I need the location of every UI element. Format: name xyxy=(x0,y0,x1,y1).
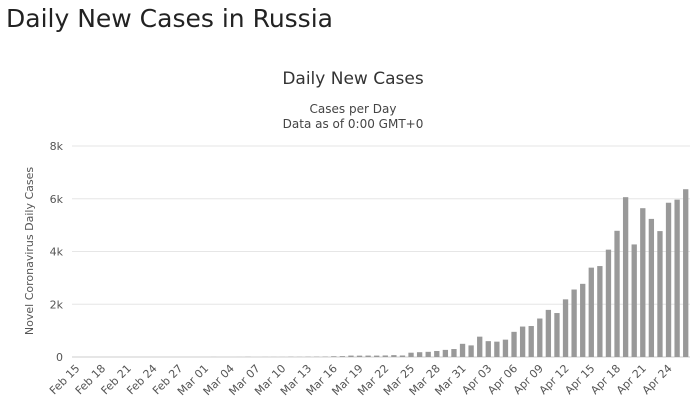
bar[interactable] xyxy=(657,231,663,357)
y-tick-label: 0 xyxy=(56,351,63,364)
bar[interactable] xyxy=(640,208,646,357)
bar[interactable] xyxy=(605,249,612,357)
bar[interactable] xyxy=(571,289,577,357)
bar[interactable] xyxy=(434,350,440,357)
bar[interactable] xyxy=(485,341,491,357)
y-tick-label: 6k xyxy=(50,193,64,206)
bar[interactable] xyxy=(391,355,397,357)
bar[interactable] xyxy=(502,339,509,357)
gridlines xyxy=(72,145,690,358)
bar[interactable] xyxy=(545,309,552,357)
bar[interactable] xyxy=(416,352,423,357)
bar[interactable] xyxy=(648,218,655,357)
y-tick-label: 4k xyxy=(50,246,64,259)
y-tick-labels: 0 2k 4k 6k 8k xyxy=(50,140,64,364)
bar[interactable] xyxy=(622,197,629,357)
bar[interactable] xyxy=(519,326,526,357)
y-axis-label: Novel Coronavirus Daily Cases xyxy=(23,167,36,335)
bar[interactable] xyxy=(537,318,543,357)
bar[interactable] xyxy=(554,313,560,357)
bar[interactable] xyxy=(665,202,672,357)
bar[interactable] xyxy=(356,355,363,357)
bar[interactable] xyxy=(459,343,466,357)
bar[interactable] xyxy=(331,356,337,357)
chart-title: Daily New Cases xyxy=(282,69,424,89)
chart-subtitle-line-1: Cases per Day xyxy=(310,102,397,116)
bar[interactable] xyxy=(425,351,431,357)
y-tick-label: 2k xyxy=(50,298,64,311)
bar[interactable] xyxy=(365,355,371,357)
bar[interactable] xyxy=(451,349,457,357)
bar[interactable] xyxy=(562,299,569,357)
bar[interactable] xyxy=(477,336,483,357)
bar[interactable] xyxy=(683,189,689,357)
page-title: Daily New Cases in Russia xyxy=(6,4,333,33)
bar[interactable] xyxy=(528,326,534,357)
bar[interactable] xyxy=(374,355,380,357)
bar[interactable] xyxy=(494,341,500,357)
bar[interactable] xyxy=(442,349,449,357)
bar[interactable] xyxy=(511,331,517,357)
bar[interactable] xyxy=(597,266,603,357)
y-tick-label: 8k xyxy=(50,140,64,153)
chart-subtitle-line-2: Data as of 0:00 GMT+0 xyxy=(283,117,424,131)
bar[interactable] xyxy=(614,230,620,357)
bar[interactable] xyxy=(674,199,680,357)
bar[interactable] xyxy=(348,355,354,357)
bar[interactable] xyxy=(468,345,474,357)
bar[interactable] xyxy=(631,244,637,357)
bar[interactable] xyxy=(408,352,414,357)
bar[interactable] xyxy=(399,355,406,358)
bar[interactable] xyxy=(588,267,594,357)
bar[interactable] xyxy=(382,355,388,357)
bar[interactable] xyxy=(580,283,586,357)
bar[interactable] xyxy=(339,356,346,357)
bars xyxy=(210,189,689,358)
